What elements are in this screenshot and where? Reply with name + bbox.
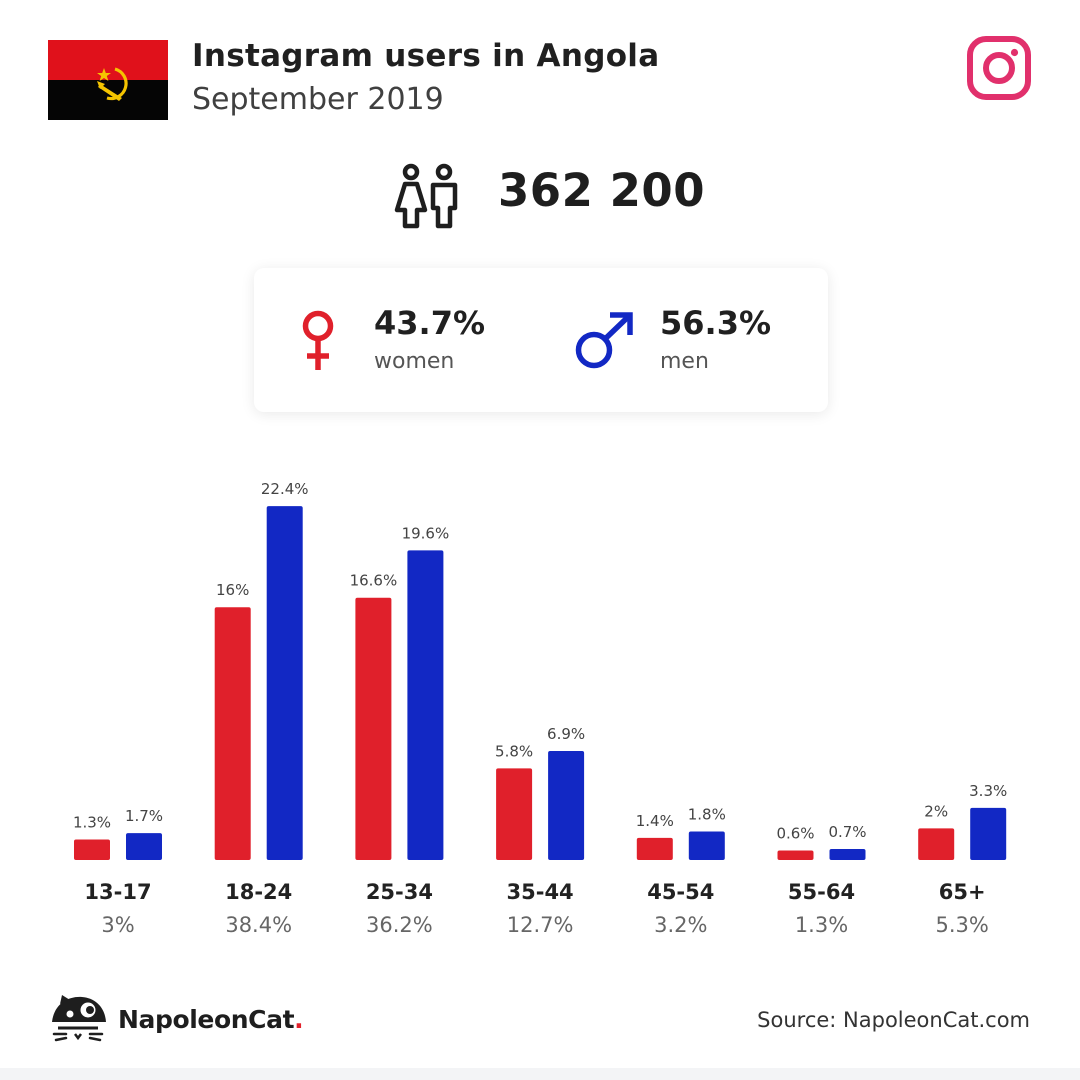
bottom-strip bbox=[0, 1068, 1080, 1080]
bar-women-45-54 bbox=[636, 837, 673, 860]
bar-women-25-34 bbox=[355, 597, 392, 860]
bar-value-label: 16% bbox=[216, 581, 249, 599]
bar-women-35-44 bbox=[496, 768, 533, 860]
bar-men-45-54 bbox=[688, 831, 725, 860]
bar-value-label: 22.4% bbox=[261, 480, 309, 498]
bar-value-label: 6.9% bbox=[547, 725, 585, 743]
bar-value-label: 1.7% bbox=[125, 807, 163, 825]
male-symbol-icon bbox=[575, 312, 633, 369]
age-group-total: 3.2% bbox=[654, 913, 707, 937]
age-group-label: 45-54 bbox=[647, 880, 714, 904]
bar-men-18-24 bbox=[266, 506, 303, 860]
page-subtitle: September 2019 bbox=[192, 82, 444, 117]
bar-value-label: 1.4% bbox=[636, 812, 674, 830]
age-group-total: 12.7% bbox=[507, 913, 574, 937]
age-group-label: 18-24 bbox=[225, 880, 292, 904]
page-title: Instagram users in Angola bbox=[192, 38, 660, 74]
bar-women-65+ bbox=[918, 828, 955, 860]
source-text: Source: NapoleonCat.com bbox=[757, 1008, 1030, 1032]
brand-name: NapoleonCat. bbox=[118, 1005, 304, 1034]
bar-value-label: 1.8% bbox=[688, 806, 726, 824]
gender-card: 43.7% women 56.3% men bbox=[254, 268, 828, 412]
female-symbol-icon bbox=[302, 310, 334, 370]
bar-value-label: 19.6% bbox=[402, 524, 450, 542]
age-group-label: 25-34 bbox=[366, 880, 433, 904]
age-group-total: 38.4% bbox=[225, 913, 292, 937]
age-group-label: 65+ bbox=[939, 880, 986, 904]
bar-value-label: 0.6% bbox=[776, 825, 814, 843]
women-label: women bbox=[374, 349, 455, 374]
people-icon bbox=[394, 163, 458, 229]
brand-text: NapoleonCat bbox=[118, 1005, 295, 1034]
bar-value-label: 0.7% bbox=[828, 823, 866, 841]
bar-value-label: 2% bbox=[924, 802, 948, 820]
bar-women-13-17 bbox=[74, 839, 110, 860]
bar-men-35-44 bbox=[548, 750, 585, 860]
bar-value-label: 5.8% bbox=[495, 742, 533, 760]
age-group-total: 1.3% bbox=[795, 913, 848, 937]
age-group-total: 3% bbox=[101, 913, 134, 937]
bar-value-label: 16.6% bbox=[350, 572, 398, 590]
bar-men-25-34 bbox=[407, 550, 444, 860]
bar-women-55-64 bbox=[777, 850, 814, 860]
angola-flag-icon bbox=[48, 40, 168, 120]
total-users: 362 200 bbox=[498, 164, 706, 217]
instagram-icon bbox=[967, 36, 1031, 100]
age-group-label: 35-44 bbox=[507, 880, 574, 904]
men-label: men bbox=[660, 349, 709, 374]
brand-dot: . bbox=[294, 1005, 304, 1034]
age-group-label: 13-17 bbox=[84, 880, 151, 904]
women-percentage: 43.7% bbox=[374, 304, 486, 342]
napoleoncat-logo-icon bbox=[52, 995, 106, 1042]
bar-value-label: 3.3% bbox=[969, 782, 1007, 800]
age-group-label: 55-64 bbox=[788, 880, 855, 904]
men-percentage: 56.3% bbox=[660, 304, 772, 342]
age-group-total: 5.3% bbox=[936, 913, 989, 937]
bar-men-65+ bbox=[970, 807, 1007, 860]
bar-value-label: 1.3% bbox=[73, 813, 111, 831]
age-group-total: 36.2% bbox=[366, 913, 433, 937]
bar-men-55-64 bbox=[829, 848, 866, 860]
bar-women-18-24 bbox=[214, 607, 251, 860]
bar-men-13-17 bbox=[126, 833, 162, 860]
